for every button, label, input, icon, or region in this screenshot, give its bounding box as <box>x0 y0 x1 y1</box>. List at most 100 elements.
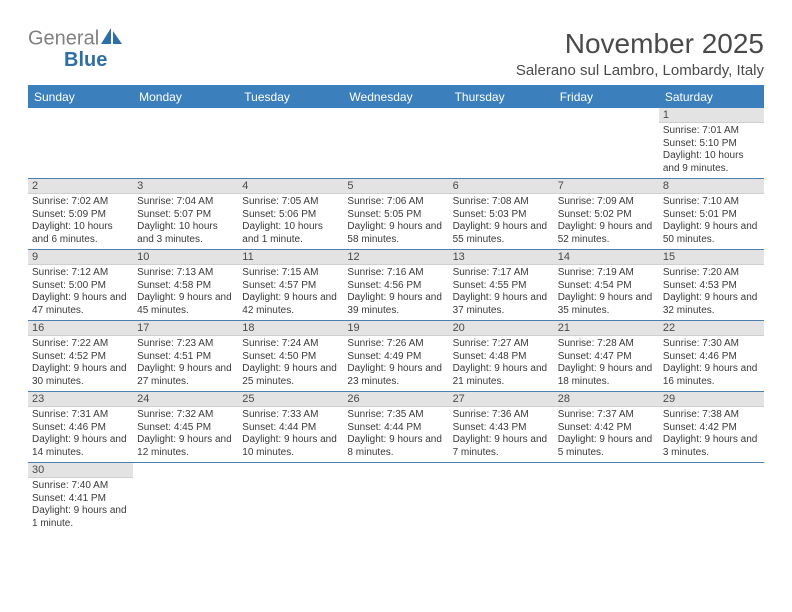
calendar-cell: 30Sunrise: 7:40 AMSunset: 4:41 PMDayligh… <box>28 463 133 534</box>
sunset-line: Sunset: 4:56 PM <box>347 280 444 293</box>
daylight-line: Daylight: 9 hours and 35 minutes. <box>558 292 655 317</box>
daylight-line: Daylight: 9 hours and 12 minutes. <box>137 434 234 459</box>
sunrise-line: Sunrise: 7:02 AM <box>32 196 129 209</box>
sunrise-line: Sunrise: 7:09 AM <box>558 196 655 209</box>
daylight-line: Daylight: 9 hours and 27 minutes. <box>137 363 234 388</box>
sunrise-line: Sunrise: 7:12 AM <box>32 267 129 280</box>
day-number: 16 <box>28 321 133 336</box>
day-number: 22 <box>659 321 764 336</box>
day-number: 26 <box>343 392 448 407</box>
day-number: 10 <box>133 250 238 265</box>
sunset-line: Sunset: 5:00 PM <box>32 280 129 293</box>
day-number: 2 <box>28 179 133 194</box>
calendar-cell: 24Sunrise: 7:32 AMSunset: 4:45 PMDayligh… <box>133 392 238 463</box>
logo-text-general: General <box>28 27 99 49</box>
sunrise-line: Sunrise: 7:13 AM <box>137 267 234 280</box>
page: General Blue November 2025 Salerano sul … <box>0 0 792 533</box>
daylight-line: Daylight: 9 hours and 18 minutes. <box>558 363 655 388</box>
calendar-cell: 6Sunrise: 7:08 AMSunset: 5:03 PMDaylight… <box>449 179 554 250</box>
page-subtitle: Salerano sul Lambro, Lombardy, Italy <box>516 62 764 79</box>
calendar-cell-empty <box>133 108 238 179</box>
calendar-cell: 29Sunrise: 7:38 AMSunset: 4:42 PMDayligh… <box>659 392 764 463</box>
daylight-line: Daylight: 10 hours and 3 minutes. <box>137 221 234 246</box>
sunset-line: Sunset: 4:54 PM <box>558 280 655 293</box>
day-number: 27 <box>449 392 554 407</box>
day-details: Sunrise: 7:06 AMSunset: 5:05 PMDaylight:… <box>343 194 448 249</box>
calendar-cell-empty <box>554 463 659 534</box>
calendar-row: 1Sunrise: 7:01 AMSunset: 5:10 PMDaylight… <box>28 108 764 179</box>
day-details: Sunrise: 7:40 AMSunset: 4:41 PMDaylight:… <box>28 478 133 533</box>
sunrise-line: Sunrise: 7:38 AM <box>663 409 760 422</box>
calendar-body: 1Sunrise: 7:01 AMSunset: 5:10 PMDaylight… <box>28 108 764 533</box>
sunset-line: Sunset: 4:48 PM <box>453 351 550 364</box>
daylight-line: Daylight: 9 hours and 45 minutes. <box>137 292 234 317</box>
sunset-line: Sunset: 4:55 PM <box>453 280 550 293</box>
sail-icon <box>101 28 123 50</box>
calendar-cell-empty <box>449 108 554 179</box>
day-number: 20 <box>449 321 554 336</box>
sunset-line: Sunset: 4:41 PM <box>32 493 129 506</box>
day-details: Sunrise: 7:31 AMSunset: 4:46 PMDaylight:… <box>28 407 133 462</box>
day-details: Sunrise: 7:33 AMSunset: 4:44 PMDaylight:… <box>238 407 343 462</box>
sunset-line: Sunset: 5:05 PM <box>347 209 444 222</box>
daylight-line: Daylight: 9 hours and 37 minutes. <box>453 292 550 317</box>
sunset-line: Sunset: 4:52 PM <box>32 351 129 364</box>
sunset-line: Sunset: 4:47 PM <box>558 351 655 364</box>
calendar-cell: 27Sunrise: 7:36 AMSunset: 4:43 PMDayligh… <box>449 392 554 463</box>
calendar-cell: 10 Sunrise: 7:13 AMSunset: 4:58 PMDayligh… <box>133 250 238 321</box>
sunrise-line: Sunrise: 7:40 AM <box>32 480 129 493</box>
sunset-line: Sunset: 4:58 PM <box>137 280 234 293</box>
day-header: Sunday <box>28 86 133 109</box>
calendar-cell: 15Sunrise: 7:20 AMSunset: 4:53 PMDayligh… <box>659 250 764 321</box>
sunrise-line: Sunrise: 7:27 AM <box>453 338 550 351</box>
day-details: Sunrise: 7:04 AMSunset: 5:07 PMDaylight:… <box>133 194 238 249</box>
day-details: Sunrise: 7:12 AMSunset: 5:00 PMDaylight:… <box>28 265 133 320</box>
day-number: 3 <box>133 179 238 194</box>
daylight-line: Daylight: 9 hours and 7 minutes. <box>453 434 550 459</box>
daylight-line: Daylight: 9 hours and 47 minutes. <box>32 292 129 317</box>
day-details: Sunrise: 7:05 AMSunset: 5:06 PMDaylight:… <box>238 194 343 249</box>
sunrise-line: Sunrise: 7:01 AM <box>663 125 760 138</box>
sunset-line: Sunset: 4:53 PM <box>663 280 760 293</box>
calendar-cell: 8Sunrise: 7:10 AMSunset: 5:01 PMDaylight… <box>659 179 764 250</box>
day-details: Sunrise: 7:36 AMSunset: 4:43 PMDaylight:… <box>449 407 554 462</box>
daylight-line: Daylight: 9 hours and 16 minutes. <box>663 363 760 388</box>
calendar-cell: 26Sunrise: 7:35 AMSunset: 4:44 PMDayligh… <box>343 392 448 463</box>
calendar-cell: 14Sunrise: 7:19 AMSunset: 4:54 PMDayligh… <box>554 250 659 321</box>
title-block: November 2025 Salerano sul Lambro, Lomba… <box>516 28 764 79</box>
sunset-line: Sunset: 4:51 PM <box>137 351 234 364</box>
page-title: November 2025 <box>516 28 764 60</box>
day-number: 28 <box>554 392 659 407</box>
calendar-row: 30Sunrise: 7:40 AMSunset: 4:41 PMDayligh… <box>28 463 764 534</box>
sunrise-line: Sunrise: 7:26 AM <box>347 338 444 351</box>
calendar-cell: 1Sunrise: 7:01 AMSunset: 5:10 PMDaylight… <box>659 108 764 179</box>
day-number: 14 <box>554 250 659 265</box>
sunset-line: Sunset: 4:44 PM <box>242 422 339 435</box>
day-details: Sunrise: 7:32 AMSunset: 4:45 PMDaylight:… <box>133 407 238 462</box>
daylight-line: Daylight: 9 hours and 21 minutes. <box>453 363 550 388</box>
sunrise-line: Sunrise: 7:32 AM <box>137 409 234 422</box>
sunset-line: Sunset: 4:46 PM <box>32 422 129 435</box>
day-details: Sunrise: 7:02 AMSunset: 5:09 PMDaylight:… <box>28 194 133 249</box>
day-header: Monday <box>133 86 238 109</box>
day-details: Sunrise: 7:09 AMSunset: 5:02 PMDaylight:… <box>554 194 659 249</box>
calendar-cell-empty <box>554 108 659 179</box>
day-header: Friday <box>554 86 659 109</box>
sunrise-line: Sunrise: 7:20 AM <box>663 267 760 280</box>
day-details: Sunrise: 7:08 AMSunset: 5:03 PMDaylight:… <box>449 194 554 249</box>
daylight-line: Daylight: 9 hours and 52 minutes. <box>558 221 655 246</box>
sunset-line: Sunset: 4:50 PM <box>242 351 339 364</box>
day-details: Sunrise: 7:16 AMSunset: 4:56 PMDaylight:… <box>343 265 448 320</box>
calendar-cell: 7Sunrise: 7:09 AMSunset: 5:02 PMDaylight… <box>554 179 659 250</box>
sunrise-line: Sunrise: 7:16 AM <box>347 267 444 280</box>
logo-text-blue: Blue <box>64 49 107 71</box>
sunset-line: Sunset: 5:07 PM <box>137 209 234 222</box>
day-number: 30 <box>28 463 133 478</box>
calendar-row: 9Sunrise: 7:12 AMSunset: 5:00 PMDaylight… <box>28 250 764 321</box>
header: General Blue November 2025 Salerano sul … <box>28 28 764 79</box>
sunset-line: Sunset: 5:01 PM <box>663 209 760 222</box>
calendar-cell: 4Sunrise: 7:05 AMSunset: 5:06 PMDaylight… <box>238 179 343 250</box>
calendar-cell: 16Sunrise: 7:22 AMSunset: 4:52 PMDayligh… <box>28 321 133 392</box>
day-number: 15 <box>659 250 764 265</box>
calendar-cell-empty <box>133 463 238 534</box>
